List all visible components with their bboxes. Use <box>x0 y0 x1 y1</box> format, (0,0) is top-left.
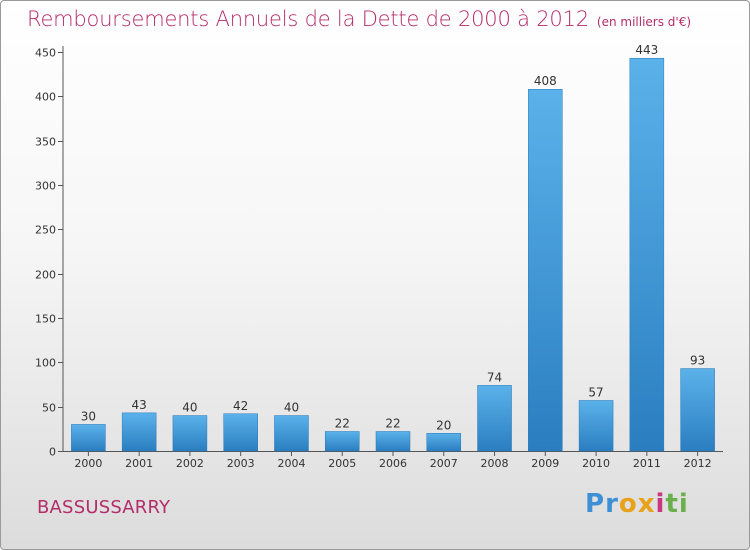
x-tick-label: 2010 <box>582 457 610 470</box>
y-tick-label: 50 <box>42 402 56 415</box>
chart-subtitle: (en milliers d'€) <box>596 15 692 29</box>
bar-2000 <box>71 424 106 452</box>
x-tick-label: 2011 <box>633 457 661 470</box>
data-label-2012: 93 <box>690 354 705 368</box>
x-tick-label: 2003 <box>227 457 255 470</box>
data-label-2002: 40 <box>182 401 197 415</box>
y-tick-label: 0 <box>49 446 56 459</box>
x-tick-label: 2012 <box>684 457 712 470</box>
bar-2010 <box>578 400 614 452</box>
x-tick-label: 2000 <box>74 457 102 470</box>
bar-2006 <box>375 431 411 452</box>
axes: 0 50 100 150 200 250 300 350 400 450 2000 2001 2002 2… <box>35 46 723 470</box>
data-label-2007: 20 <box>436 418 451 432</box>
data-label-2005: 22 <box>335 416 350 430</box>
bar-2012 <box>680 368 715 452</box>
bar-2005 <box>324 431 360 452</box>
data-label-2000: 30 <box>81 409 96 423</box>
x-tick-label: 2001 <box>125 457 153 470</box>
y-tick-label: 150 <box>35 313 56 326</box>
bar-2001 <box>121 412 157 452</box>
bar-2002 <box>172 415 208 452</box>
x-tick-label: 2002 <box>176 457 204 470</box>
x-tick-label: 2008 <box>481 457 509 470</box>
bar-2004 <box>274 415 309 452</box>
bars <box>71 57 715 452</box>
data-label-2011: 443 <box>635 43 658 57</box>
data-label-2003: 42 <box>233 399 248 413</box>
x-tick-label: 2007 <box>430 457 458 470</box>
proxiti-logo: Proxiti <box>585 489 689 519</box>
chart-title-block: Remboursements Annuels de la Dette de 20… <box>27 7 691 31</box>
y-tick-label: 100 <box>35 357 56 370</box>
x-tick-label: 2006 <box>379 457 407 470</box>
x-tick-label: 2004 <box>277 457 305 470</box>
data-labels: 30 43 40 42 40 22 22 20 74 408 57 443 93 <box>81 43 706 432</box>
bar-2007 <box>426 433 462 452</box>
chart-title: Remboursements Annuels de la Dette de 20… <box>27 7 589 31</box>
data-label-2004: 40 <box>284 401 299 415</box>
y-tick-label: 400 <box>35 91 56 104</box>
bar-2008 <box>477 385 512 452</box>
y-tick-label: 200 <box>35 269 56 282</box>
data-label-2006: 22 <box>385 416 400 430</box>
y-tick-label: 450 <box>35 47 56 60</box>
data-label-2009: 408 <box>534 74 557 88</box>
x-tick-label: 2009 <box>531 457 559 470</box>
y-tick-label: 350 <box>35 136 56 149</box>
data-label-2008: 74 <box>487 370 502 384</box>
bar-2003 <box>223 413 258 452</box>
commune-name: BASSUSSARRY <box>37 497 171 518</box>
data-label-2010: 57 <box>588 385 603 399</box>
y-tick-label: 250 <box>35 224 56 237</box>
y-tick-label: 300 <box>35 180 56 193</box>
data-label-2001: 43 <box>132 398 147 412</box>
bar-2011 <box>629 57 665 452</box>
bar-2009 <box>528 88 563 452</box>
x-tick-label: 2005 <box>328 457 356 470</box>
